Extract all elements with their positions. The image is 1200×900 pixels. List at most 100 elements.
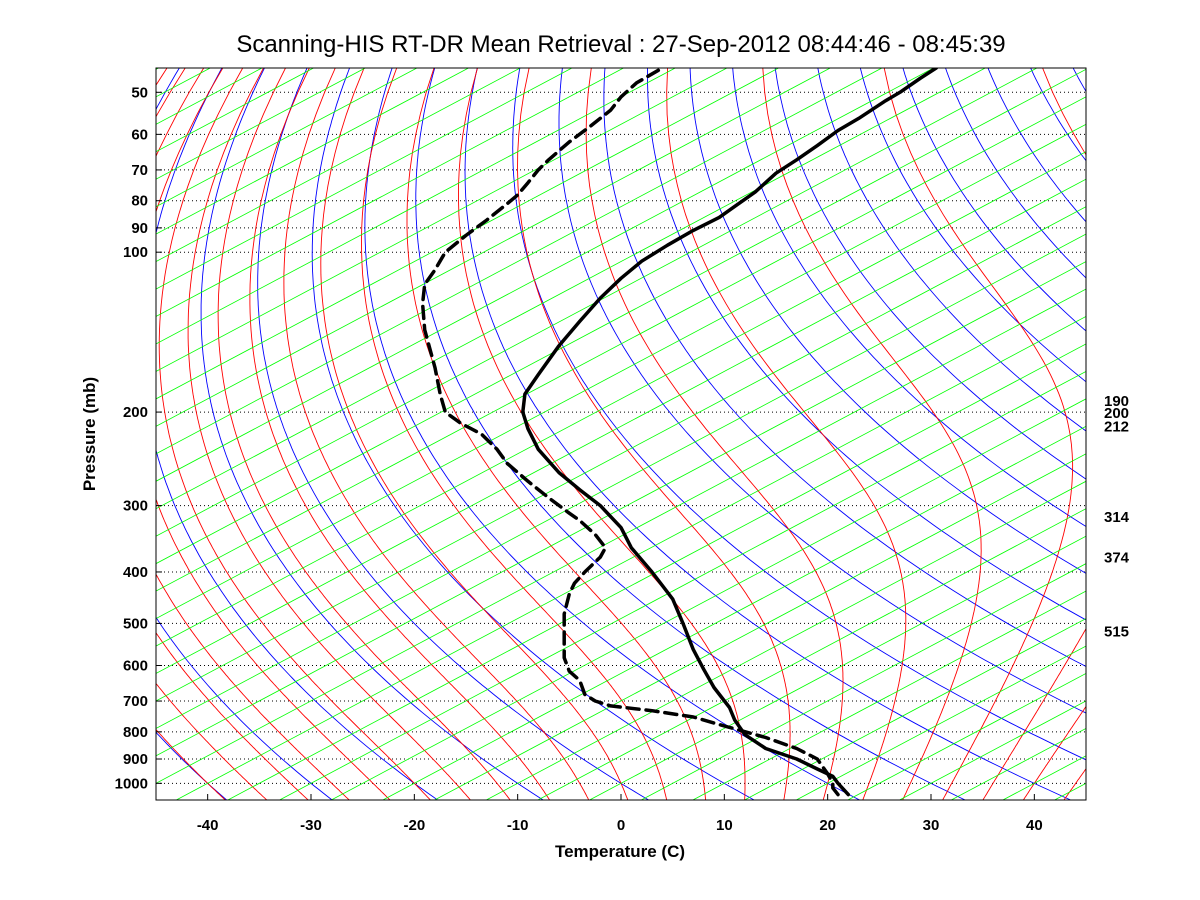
- dry-adiabat: [200, 68, 544, 800]
- moist-adiabat: [361, 68, 668, 800]
- dry-adiabat: [1072, 68, 1086, 93]
- mixing-ratio-line: [641, 563, 1086, 800]
- mixing-ratio-line: [589, 535, 1086, 800]
- mixing-ratio-line: [0, 68, 4, 800]
- mixing-ratio-line: [156, 68, 728, 372]
- mixing-ratio-line: [434, 453, 1086, 800]
- mixing-ratio-line: [486, 480, 1086, 800]
- y-tick-label: 70: [131, 162, 148, 179]
- x-tick-label: -10: [507, 817, 529, 834]
- y-tick-label: 200: [123, 404, 148, 421]
- moist-adiabat: [762, 68, 982, 800]
- dry-adiabat: [0, 64, 12, 800]
- thermo-background-lines: [0, 64, 1200, 800]
- x-tick-label: -30: [300, 817, 322, 834]
- mixing-ratio-line: [796, 645, 1086, 800]
- dry-adiabat: [415, 68, 966, 800]
- right-label: 190: [1104, 393, 1129, 410]
- mixing-ratio-line: [156, 68, 883, 455]
- dry-adiabat: [647, 68, 1086, 621]
- mixing-ratio-line: [156, 68, 676, 345]
- mixing-ratio-line: [744, 618, 1086, 800]
- moist-adiabat: [883, 68, 1074, 800]
- y-axis-ticks: 50 60 70 80 90 100 200 300 400 500 600 700 800 900 100…: [115, 84, 162, 792]
- dry-adiabat: [156, 68, 438, 800]
- right-label: 515: [1104, 623, 1129, 640]
- moist-adiabat: [187, 68, 471, 800]
- y-tick-label: 500: [123, 615, 148, 632]
- right-label: 200: [1104, 405, 1129, 422]
- mixing-ratio-line: [156, 288, 1086, 784]
- dry-adiabat: [464, 68, 1071, 800]
- dry-adiabat: [987, 68, 1086, 223]
- mixing-ratio-line: [156, 68, 934, 482]
- moist-adiabat: [156, 68, 391, 800]
- y-tick-label: 400: [123, 564, 148, 581]
- y-tick-label: 700: [123, 693, 148, 710]
- mixing-ratio-line: [156, 233, 1086, 729]
- dewpoint-profile-line: [420, 68, 840, 797]
- mixing-ratio-line: [1158, 68, 1200, 800]
- x-tick-label: -20: [403, 817, 425, 834]
- mixing-ratio-line: [156, 68, 1086, 565]
- moist-adiabat: [156, 68, 268, 800]
- pressure-gridlines: [156, 91, 1086, 784]
- mixing-ratio-line: [156, 68, 521, 263]
- moist-adiabat: [585, 68, 844, 800]
- x-axis-ticks: -40 -30 -20 -10 0 10 20 30 40: [197, 794, 1043, 834]
- moist-adiabat: [158, 68, 431, 800]
- mixing-ratio-line: [156, 68, 624, 317]
- right-label: 212: [1104, 419, 1129, 436]
- x-tick-label: 30: [923, 817, 940, 834]
- y-tick-label: 800: [123, 724, 148, 741]
- dry-adiabat: [817, 68, 1086, 432]
- moist-adiabat: [156, 728, 226, 800]
- mixing-ratio-line: [279, 370, 1086, 800]
- mixing-ratio-line: [156, 68, 469, 235]
- moist-adiabat: [217, 68, 511, 800]
- mixing-ratio-line: [331, 398, 1086, 800]
- mixing-ratio-line: [227, 343, 1086, 800]
- dry-adiabat: [603, 68, 1086, 667]
- mixing-ratio-line: [176, 316, 1086, 800]
- dry-adiabat: [859, 68, 1086, 383]
- y-tick-label: 60: [131, 126, 148, 143]
- mixing-ratio-line: [0, 68, 55, 800]
- moist-adiabat: [283, 68, 590, 800]
- mixing-ratio-line: [156, 178, 1086, 674]
- x-tick-label: -40: [197, 817, 219, 834]
- moist-adiabat: [156, 68, 350, 800]
- right-label: 314: [1104, 509, 1130, 526]
- x-axis-label: Temperature (C): [555, 842, 685, 861]
- mixing-ratio-line: [156, 261, 1086, 757]
- dry-adiabat: [945, 68, 1086, 279]
- dry-adiabat: [902, 68, 1086, 332]
- moist-adiabat: [406, 68, 707, 800]
- moist-adiabat: [320, 68, 629, 800]
- mixing-ratio-line: [537, 508, 1086, 800]
- x-tick-label: 20: [819, 817, 836, 834]
- dry-adiabat: [156, 68, 333, 800]
- dry-adiabat: [0, 64, 54, 800]
- dry-adiabat: [1156, 64, 1200, 800]
- mixing-ratio-line: [156, 68, 573, 290]
- y-tick-label: 80: [131, 193, 148, 210]
- moist-adiabat: [982, 68, 1086, 800]
- moist-adiabat: [1023, 705, 1086, 800]
- mixing-ratio-line: [156, 96, 1086, 592]
- dry-adiabat: [0, 64, 121, 800]
- right-label: 374: [1104, 549, 1130, 566]
- temperature-profile-line: [521, 68, 938, 797]
- mixing-ratio-line: [156, 151, 1086, 647]
- mixing-ratio-line: [382, 425, 1086, 800]
- moist-adiabat: [517, 68, 791, 800]
- dry-adiabat: [364, 68, 860, 800]
- dry-adiabat: [774, 68, 1086, 480]
- mixing-ratio-line: [156, 68, 418, 208]
- moist-adiabat: [666, 68, 907, 800]
- dry-adiabat: [257, 68, 649, 800]
- profile-lines: [420, 68, 938, 797]
- moist-adiabat: [156, 68, 309, 800]
